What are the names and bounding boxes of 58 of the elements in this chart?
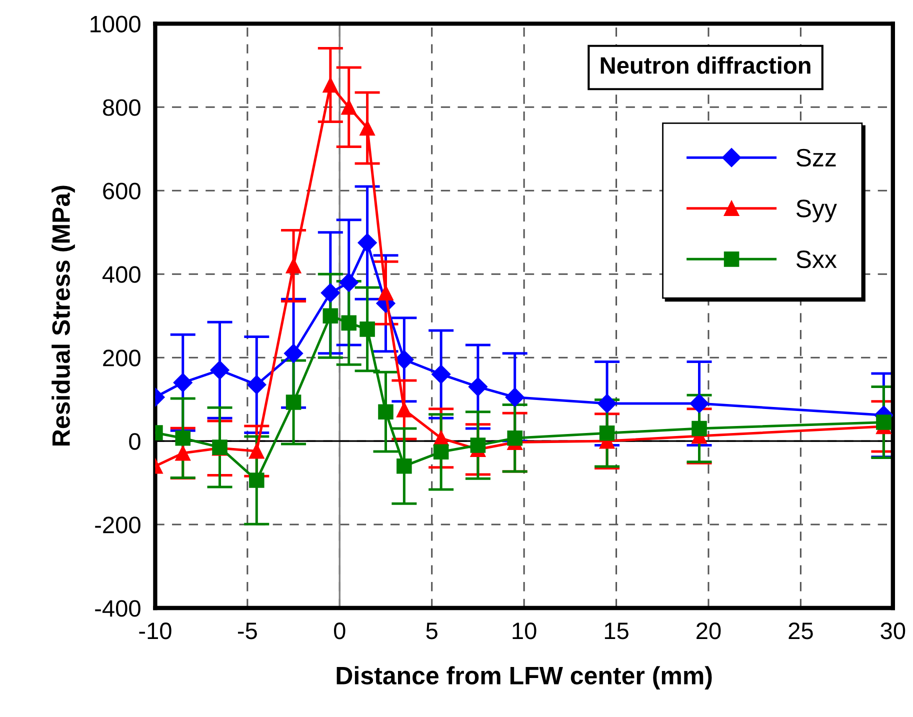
point (360, 322, 375, 337)
x-tick-label: 25 (788, 622, 813, 640)
y-tick-label: 600 (103, 182, 140, 200)
point (599, 425, 615, 441)
point (468, 377, 488, 396)
point (358, 233, 377, 252)
point (247, 375, 266, 394)
point (175, 446, 191, 461)
point (876, 414, 892, 430)
point (249, 472, 264, 488)
y-tick-label: -400 (95, 600, 140, 617)
x-axis-title: Distance from LFW center (mm) (336, 666, 712, 690)
x-tick-label: 20 (696, 622, 721, 640)
point (394, 350, 414, 370)
point (322, 77, 338, 93)
point (320, 283, 340, 302)
point (396, 402, 412, 418)
x-tick-label: 0 (334, 622, 346, 640)
point (433, 444, 449, 460)
point (322, 308, 338, 324)
point (286, 258, 302, 274)
x-tick-label: 10 (512, 622, 536, 640)
point (505, 388, 524, 407)
point (507, 430, 522, 446)
x-tick-label: -10 (139, 622, 172, 640)
y-tick-label: 200 (103, 350, 140, 366)
point (396, 458, 412, 474)
point (692, 420, 707, 436)
point (378, 285, 394, 301)
point (173, 373, 192, 392)
x-tick-label: 30 (880, 622, 906, 640)
x-tick-label: -5 (238, 622, 257, 640)
point (339, 272, 358, 292)
y-tick-label: 1000 (90, 16, 140, 32)
x-tick-label: 15 (604, 622, 628, 640)
y-tick-label: 400 (102, 266, 140, 283)
point (249, 443, 264, 459)
point (175, 430, 191, 446)
point (432, 364, 451, 384)
x-tick-label: 5 (426, 622, 438, 640)
point (341, 100, 356, 115)
annotation: Neutron diffraction (600, 56, 810, 74)
legend-label: Sxx (796, 250, 837, 268)
point (690, 394, 709, 414)
legend-label: Syy (796, 200, 837, 222)
point (286, 394, 302, 410)
point (360, 120, 375, 136)
y-axis-title: Residual Stress (MPa) (52, 186, 75, 446)
point (210, 360, 230, 380)
point (378, 404, 394, 420)
point (284, 344, 304, 363)
y-tick-label: -200 (95, 516, 140, 534)
point (470, 438, 486, 453)
point (598, 394, 617, 414)
y-tick-label: 800 (102, 99, 140, 116)
legend-label: Szz (796, 148, 836, 167)
y-tick-label: 0 (129, 433, 140, 450)
point (341, 315, 356, 331)
